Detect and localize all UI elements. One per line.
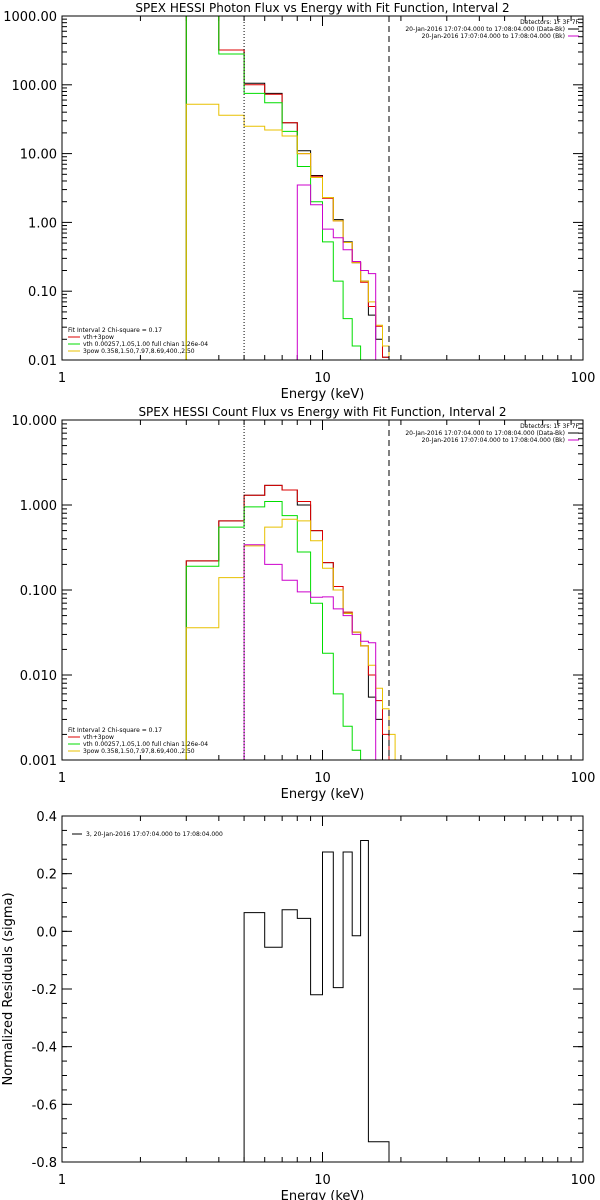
x-axis-label: Energy (keV) <box>281 387 365 402</box>
y-tick-label: -0.6 <box>32 1098 57 1113</box>
legend-entry: vth+3pow <box>83 734 114 741</box>
y-tick-label: 0.001 <box>20 754 57 769</box>
x-tick-label: 10 <box>314 1173 331 1188</box>
legend-entry: Detectors: 1F 3F 7F <box>520 19 579 26</box>
plot-area <box>185 420 427 760</box>
y-tick-label: 0.0 <box>36 925 57 940</box>
x-axis-label: Energy (keV) <box>281 787 365 802</box>
x-tick-label: 10 <box>314 771 331 786</box>
data-series-3 <box>185 501 427 760</box>
chart-panel-1: SPEX HESSI Photon Flux vs Energy with Fi… <box>3 1 595 402</box>
data-series-1 <box>243 840 390 1162</box>
plot-area <box>243 840 390 1162</box>
chart-title: SPEX HESSI Photon Flux vs Energy with Fi… <box>135 1 509 15</box>
x-tick-label: 1 <box>58 1173 66 1188</box>
legend-entry: Fit Interval 2 Chi-square = 0.17 <box>68 727 162 734</box>
y-tick-label: 0.4 <box>36 810 57 825</box>
x-axis-label: Energy (keV) <box>281 1189 365 1200</box>
y-tick-label: 10.000 <box>12 414 58 429</box>
plot-frame <box>61 815 584 1163</box>
plot-frame <box>61 419 584 761</box>
legend-entry: 20-Jan-2016 17:07:04.000 to 17:08:04.000… <box>422 437 565 444</box>
y-tick-label: 100.00 <box>12 79 58 94</box>
data-series-4 <box>185 518 427 760</box>
data-series-2 <box>185 484 427 760</box>
data-series-5 <box>186 544 427 760</box>
x-tick-label: 1 <box>58 771 66 786</box>
y-tick-label: 1.00 <box>28 216 57 231</box>
y-axis-label: Normalized Residuals (sigma) <box>1 892 16 1085</box>
y-tick-label: 10.00 <box>20 148 57 163</box>
legend-entry: 20-Jan-2016 17:07:04.000 to 17:08:04.000… <box>422 33 565 40</box>
chart-panel-2: SPEX HESSI Count Flux vs Energy with Fit… <box>12 405 596 802</box>
y-tick-label: -0.8 <box>32 1156 57 1171</box>
data-series-4 <box>185 103 412 360</box>
legend-entry: Fit Interval 2 Chi-square = 0.17 <box>68 327 162 334</box>
data-series-1 <box>185 484 427 760</box>
x-tick-label: 1 <box>58 371 66 386</box>
legend-entry: 3, 20-Jan-2016 17:07:04.000 to 17:08:04.… <box>86 831 223 838</box>
legend-entry: vth 0.00257,1.05,1.00 full chian 1.26e-0… <box>83 741 208 748</box>
legend-entry: 3pow 0.358,1.50,7.97,8.69,400.,2.50 <box>83 348 195 355</box>
chart-title: SPEX HESSI Count Flux vs Energy with Fit… <box>138 405 506 419</box>
legend-entry: vth+3pow <box>83 334 114 341</box>
data-series-3 <box>185 16 412 360</box>
data-series-5 <box>186 184 412 360</box>
data-series-1 <box>185 16 412 360</box>
legend-entry: vth 0.00257,1.05,1.00 full chian 1.26e-0… <box>83 341 208 348</box>
y-tick-label: -0.4 <box>32 1041 57 1056</box>
y-tick-label: 0.100 <box>20 584 57 599</box>
x-tick-label: 100 <box>571 1173 596 1188</box>
y-tick-label: 1000.00 <box>3 10 57 25</box>
y-tick-label: -0.2 <box>32 983 57 998</box>
chart-panel-3: Energy (keV) Normalized Residuals (sigma)… <box>1 810 595 1200</box>
y-tick-label: 1.000 <box>20 499 57 514</box>
y-tick-label: 0.01 <box>28 354 57 369</box>
legend-entry: 3pow 0.358,1.50,7.97,8.69,400.,2.50 <box>83 748 195 755</box>
y-tick-label: 0.010 <box>20 669 57 684</box>
x-tick-label: 100 <box>571 771 596 786</box>
x-tick-label: 100 <box>571 371 596 386</box>
plot-frame <box>61 15 584 361</box>
data-series-2 <box>185 16 412 360</box>
legend-entry: 20-Jan-2016 17:07:04.000 to 17:08:04.000… <box>405 26 565 33</box>
y-tick-label: 0.10 <box>28 285 57 300</box>
x-tick-label: 10 <box>314 371 331 386</box>
y-tick-label: 0.2 <box>36 868 57 883</box>
legend-entry: 20-Jan-2016 17:07:04.000 to 17:08:04.000… <box>405 430 565 437</box>
plot-area <box>185 16 412 360</box>
legend-entry: Detectors: 1F 3F 7F <box>520 423 579 430</box>
